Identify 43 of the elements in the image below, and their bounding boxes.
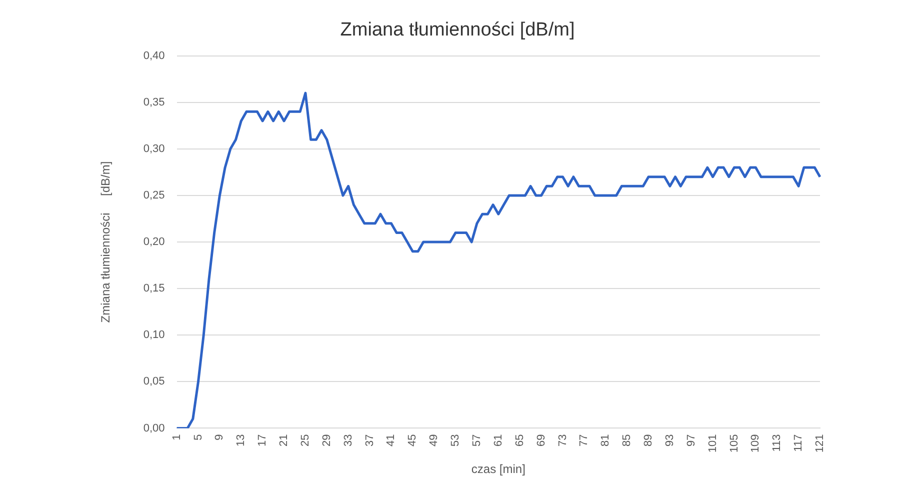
- x-tick-label: 57: [470, 434, 483, 446]
- x-tick-label: 117: [792, 434, 805, 452]
- x-tick-label: 121: [814, 434, 826, 453]
- y-tick-label: 0,10: [143, 329, 165, 342]
- y-tick-label: 0,05: [143, 376, 165, 388]
- y-tick-label: 0,00: [143, 422, 165, 434]
- y-tick-label: 0,40: [143, 50, 165, 62]
- x-tick-label: 53: [450, 434, 462, 446]
- x-tick-label: 113: [771, 434, 784, 452]
- x-tick-label: 33: [342, 434, 354, 446]
- y-axis-title: Zmiana tłumienności [dB/m]: [98, 161, 113, 323]
- y-tick-label: 0,30: [143, 142, 165, 155]
- x-tick-label: 73: [556, 434, 569, 446]
- x-tick-label: 29: [320, 434, 333, 446]
- x-tick-label: 1: [170, 434, 183, 440]
- x-tick-label: 65: [514, 434, 526, 446]
- x-tick-label: 13: [235, 434, 248, 446]
- x-tick-label: 101: [706, 434, 719, 453]
- x-tick-label: 25: [299, 434, 312, 446]
- y-tick-label: 0,35: [143, 96, 165, 108]
- x-tick-label: 17: [256, 434, 269, 446]
- x-tick-label: 109: [750, 434, 762, 453]
- x-tick-label: 105: [728, 434, 740, 453]
- x-tick-label: 69: [535, 434, 548, 446]
- x-tick-label: 49: [428, 434, 440, 446]
- x-tick-label: 45: [406, 434, 419, 446]
- x-tick-label: 61: [492, 434, 504, 446]
- x-tick-label: 77: [578, 434, 590, 446]
- x-tick-label: 97: [685, 434, 698, 446]
- x-axis-title: czas [min]: [471, 462, 526, 476]
- x-tick-label: 9: [214, 434, 226, 440]
- x-tick-label: 41: [385, 434, 398, 446]
- x-tick-label: 81: [600, 434, 612, 446]
- x-tick-label: 37: [364, 434, 376, 446]
- x-tick-label: 93: [664, 434, 676, 446]
- x-tick-label: 21: [278, 434, 290, 446]
- x-tick-label: 5: [192, 434, 204, 440]
- y-tick-label: 0,20: [143, 236, 165, 248]
- x-tick-label: 85: [621, 434, 634, 446]
- y-tick-label: 0,25: [143, 190, 165, 202]
- y-tick-label: 0,15: [143, 282, 165, 295]
- x-tick-label: 89: [642, 434, 655, 446]
- chart-title: Zmiana tłumienności [dB/m]: [340, 20, 575, 41]
